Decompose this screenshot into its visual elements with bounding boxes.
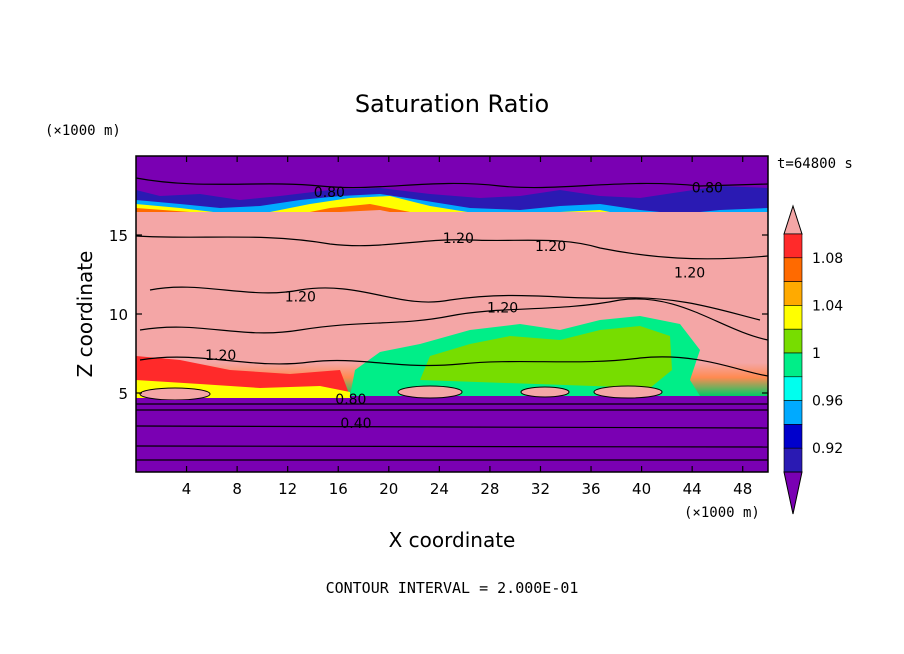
convective-core	[420, 326, 672, 388]
contour-interval-note: CONTOUR INTERVAL = 2.000E-01	[326, 579, 579, 597]
lens-3	[520, 386, 570, 398]
x-tick-label: 24	[430, 480, 449, 498]
colorbar-segment	[783, 281, 803, 306]
x-tick-label: 20	[379, 480, 398, 498]
y-axis-label: Z coordinate	[73, 251, 97, 378]
x-tick-label: 44	[683, 480, 702, 498]
colorbar-segment	[783, 328, 803, 354]
y-tick-label: 10	[109, 306, 128, 324]
y-unit-label: (×1000 m)	[45, 123, 121, 139]
time-label: t=64800 s	[777, 156, 853, 172]
x-tick-label: 8	[232, 480, 242, 498]
contour-line-upper	[136, 235, 768, 260]
y-tick-label: 5	[118, 385, 128, 403]
x-tick-label: 36	[581, 480, 600, 498]
contour-label: 0.80	[335, 392, 366, 408]
colorbar-segment	[783, 257, 803, 282]
x-tick-label: 28	[480, 480, 499, 498]
colorbar-segment	[783, 376, 803, 401]
colorbar-tick-label: 1.08	[812, 251, 843, 267]
contour-line-top	[136, 177, 768, 189]
lower-dry-layer	[136, 400, 768, 472]
x-tick-label: 16	[329, 480, 348, 498]
lens-4	[593, 385, 663, 399]
pink-top-edge	[136, 210, 768, 300]
contour-label: 1.20	[535, 239, 566, 255]
y-tick-label: 15	[109, 227, 128, 245]
colorbar-top-arrow	[783, 204, 803, 235]
contour-label: 1.20	[285, 289, 316, 305]
contour-labels: 0.80 0.80 1.20 1.20 1.20 1.20 1.20 1.20 0.80 0.40	[205, 180, 723, 431]
contour-line-mid1	[149, 286, 761, 321]
chart-title: Saturation Ratio	[355, 90, 549, 118]
x-tick-label: 4	[182, 480, 192, 498]
colorbar-tick-label: 0.92	[812, 441, 843, 457]
colorbar: 0.92 0.96 1 1.04 1.08	[783, 204, 843, 515]
colorbar-tick-label: 0.96	[812, 394, 843, 410]
contour-line-low	[139, 356, 768, 377]
lens-2	[397, 385, 463, 399]
dry-contour-4	[136, 445, 768, 448]
colorbar-segment	[783, 352, 803, 378]
x-tick-label: 40	[632, 480, 651, 498]
colorbar-segment	[783, 233, 803, 259]
contour-label: 1.20	[487, 300, 518, 316]
colorbar-segment	[783, 424, 803, 449]
colorbar-bottom-arrow	[783, 471, 803, 515]
x-unit-label: (×1000 m)	[684, 505, 760, 521]
contour-label: 0.80	[314, 185, 345, 201]
lens-1	[139, 387, 211, 401]
colorbar-segment	[783, 447, 803, 473]
x-tick-label: 32	[531, 480, 550, 498]
saturation-field	[136, 156, 768, 472]
contour-label: 0.40	[340, 416, 371, 432]
y-axis-ticks: 5 10 15	[109, 227, 768, 403]
x-axis-label: X coordinate	[389, 528, 516, 552]
contour-label: 0.80	[692, 180, 723, 196]
contour-label: 1.20	[443, 231, 474, 247]
colorbar-segment	[783, 400, 803, 425]
dry-contour-3	[136, 425, 768, 429]
contour-label: 1.20	[674, 266, 705, 282]
colorbar-tick-label: 1.04	[812, 298, 843, 314]
colorbar-segment	[783, 305, 803, 330]
x-axis-ticks: 4 8 12 16 20 24 28 32 36 40 44 48	[182, 156, 752, 498]
colorbar-tick-label: 1	[812, 346, 821, 362]
contour-label: 1.20	[205, 348, 236, 364]
x-tick-label: 12	[278, 480, 297, 498]
contour-line-mid2	[139, 298, 768, 341]
x-tick-label: 48	[733, 480, 752, 498]
